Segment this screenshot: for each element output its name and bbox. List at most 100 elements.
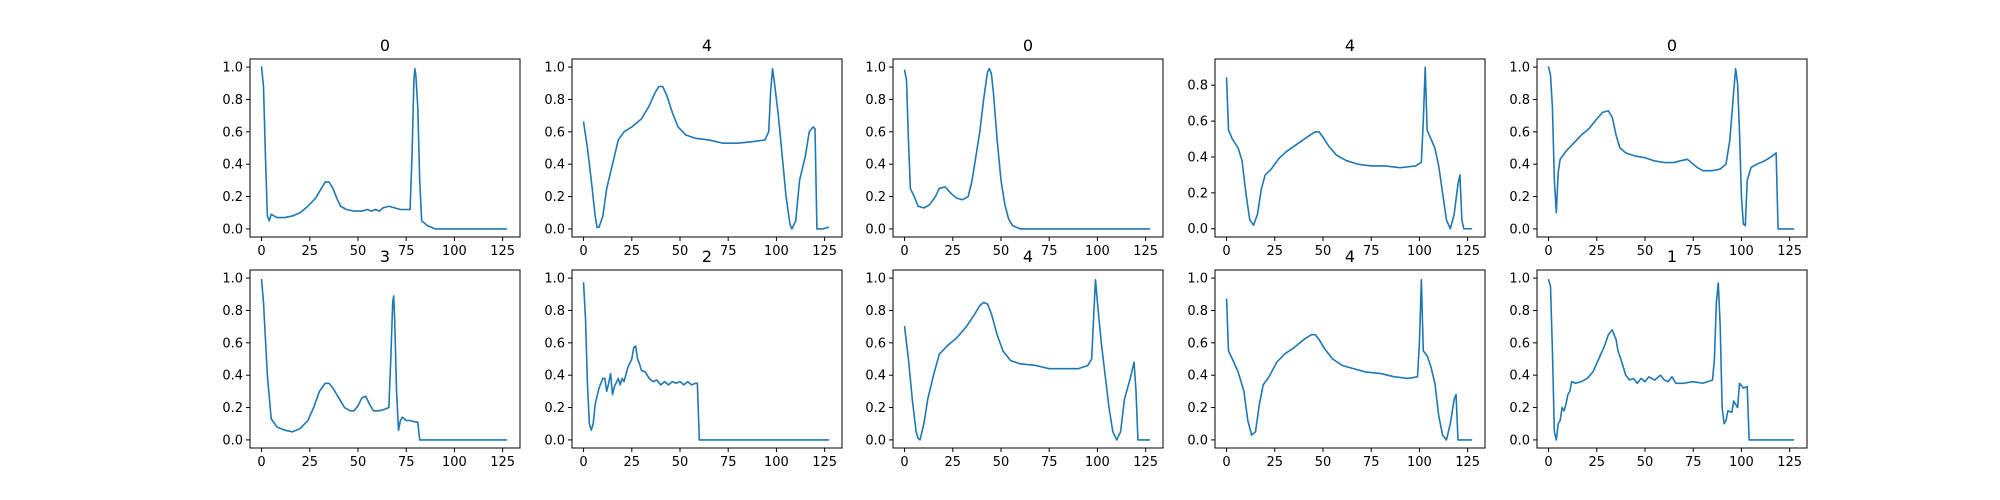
axes-frame	[1536, 58, 1808, 238]
y-tick-label: 1.0	[222, 272, 243, 287]
y-tick-label: 0.2	[865, 190, 886, 205]
subplot-10: 1 0 25 50 75 100 125 0.0 0.2 0.4 0.6 0.8 1.0	[1509, 247, 1808, 470]
y-tick-label: 0.2	[865, 401, 886, 416]
x-tick-label: 75	[720, 455, 737, 470]
x-tick-label: 0	[257, 455, 265, 470]
subplot-2: 4 0 25 50 75 100 125 0.0 0.2 0.4 0.6 0.8 1.0	[544, 36, 843, 259]
y-tick-label: 0.6	[544, 336, 565, 351]
x-tick-label: 100	[1729, 455, 1754, 470]
x-tick-label: 75	[1685, 455, 1702, 470]
x-tick-label: 50	[1315, 455, 1332, 470]
y-tick-label: 0.0	[1187, 433, 1208, 448]
y-tick-label: 0.2	[1187, 186, 1208, 201]
series-line	[903, 278, 1151, 441]
x-tick-label: 100	[764, 455, 789, 470]
y-tick-label: 0.8	[1509, 93, 1530, 108]
y-tick-label: 0.0	[1509, 222, 1530, 237]
y-tick-label: 0.8	[222, 304, 243, 319]
subplot-9: 4 0 25 50 75 100 125 0.0 0.2 0.4 0.6 0.8 1.0	[1187, 247, 1486, 470]
y-tick-label: 0.0	[544, 222, 565, 237]
y-tick-label: 0.2	[544, 190, 565, 205]
x-tick-label: 25	[302, 244, 319, 259]
x-tick-label: 0	[257, 244, 265, 259]
subplot-title: 4	[1345, 36, 1355, 55]
axes-frame	[249, 58, 521, 238]
series-line	[260, 66, 508, 230]
x-tick-label: 50	[350, 455, 367, 470]
y-tick-label: 0.0	[865, 433, 886, 448]
series-line	[260, 278, 508, 441]
y-tick-label: 0.4	[1509, 369, 1530, 384]
x-tick-label: 100	[1407, 455, 1432, 470]
subplot-3: 0 0 25 50 75 100 125 0.0 0.2 0.4 0.6 0.8 1.0	[865, 36, 1164, 259]
x-tick-label: 50	[1637, 455, 1654, 470]
x-tick-label: 75	[1685, 244, 1702, 259]
x-tick-label: 75	[1363, 244, 1380, 259]
x-tick-label: 0	[1222, 455, 1230, 470]
series-line	[582, 67, 830, 230]
series-line	[582, 282, 830, 441]
y-tick-label: 0.8	[865, 93, 886, 108]
y-tick-label: 0.0	[222, 222, 243, 237]
y-tick-label: 0.6	[865, 125, 886, 140]
x-tick-label: 0	[579, 455, 587, 470]
x-tick-label: 125	[1455, 455, 1480, 470]
x-tick-label: 25	[302, 455, 319, 470]
y-tick-label: 0.0	[865, 222, 886, 237]
y-tick-label: 0.4	[222, 158, 243, 173]
y-tick-label: 1.0	[1509, 272, 1530, 287]
subplot-title: 4	[702, 36, 712, 55]
x-tick-label: 25	[624, 455, 641, 470]
y-tick-label: 0.2	[1187, 401, 1208, 416]
y-tick-label: 0.8	[544, 93, 565, 108]
y-tick-label: 1.0	[222, 61, 243, 76]
x-tick-label: 125	[490, 244, 515, 259]
y-tick-label: 1.0	[1187, 272, 1208, 287]
x-tick-label: 25	[1589, 455, 1606, 470]
subplot-4: 4 0 25 50 75 100 125 0.0 0.2 0.4 0.6 0.8	[1187, 36, 1486, 259]
subplot-6: 3 0 25 50 75 100 125 0.0 0.2 0.4 0.6 0.8 1.0	[222, 247, 521, 470]
subplot-title: 1	[1667, 247, 1677, 266]
x-tick-label: 75	[1041, 455, 1058, 470]
y-tick-label: 0.4	[222, 369, 243, 384]
x-tick-label: 0	[1544, 244, 1552, 259]
x-tick-label: 50	[672, 455, 689, 470]
axes-frame	[1214, 269, 1486, 449]
y-tick-label: 0.0	[1187, 222, 1208, 237]
x-tick-label: 50	[993, 455, 1010, 470]
x-tick-label: 50	[993, 244, 1010, 259]
axes-frame	[571, 58, 843, 238]
y-tick-label: 0.8	[865, 304, 886, 319]
x-tick-label: 25	[945, 244, 962, 259]
x-tick-label: 50	[1637, 244, 1654, 259]
x-tick-label: 50	[1315, 244, 1332, 259]
x-tick-label: 0	[579, 244, 587, 259]
y-tick-label: 1.0	[865, 272, 886, 287]
y-tick-label: 0.6	[1187, 115, 1208, 130]
subplot-8: 4 0 25 50 75 100 125 0.0 0.2 0.4 0.6 0.8 1.0	[865, 247, 1164, 470]
y-tick-label: 0.2	[222, 401, 243, 416]
series-line	[1547, 278, 1795, 441]
y-tick-label: 0.2	[1509, 190, 1530, 205]
y-tick-label: 0.4	[544, 158, 565, 173]
y-tick-label: 1.0	[544, 61, 565, 76]
y-tick-label: 0.4	[1187, 369, 1208, 384]
subplot-title: 2	[702, 247, 712, 266]
y-tick-label: 0.4	[544, 369, 565, 384]
x-tick-label: 125	[812, 244, 837, 259]
y-tick-label: 0.6	[1509, 125, 1530, 140]
x-tick-label: 100	[1729, 244, 1754, 259]
axes-frame	[892, 269, 1164, 449]
subplot-title: 0	[1023, 36, 1033, 55]
subplot-title: 4	[1345, 247, 1355, 266]
y-tick-label: 0.6	[865, 336, 886, 351]
y-tick-label: 0.6	[544, 125, 565, 140]
x-tick-label: 100	[1085, 455, 1110, 470]
axes-frame	[1536, 269, 1808, 449]
y-tick-label: 0.0	[544, 433, 565, 448]
y-tick-label: 1.0	[1509, 61, 1530, 76]
y-tick-label: 0.8	[1187, 79, 1208, 94]
y-tick-label: 0.6	[222, 336, 243, 351]
